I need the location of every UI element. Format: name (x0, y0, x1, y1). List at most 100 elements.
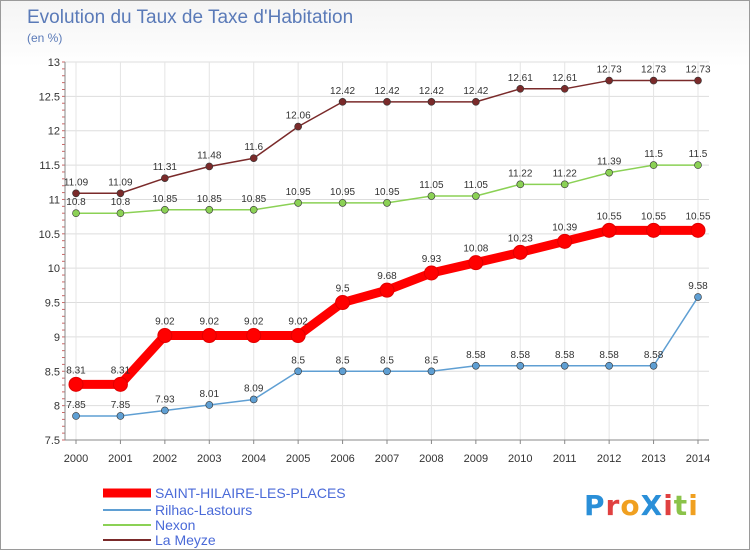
data-label-meyze: 12.06 (286, 111, 311, 122)
legend-label-rilhac: Rilhac-Lastours (155, 502, 252, 518)
data-label-saint: 9.68 (377, 271, 397, 282)
data-label-nexon: 10.8 (66, 197, 86, 208)
data-label-saint: 10.08 (463, 244, 488, 255)
data-label-nexon: 11.22 (553, 168, 578, 179)
y-tick-label: 12 (48, 126, 60, 138)
data-label-meyze: 11.09 (64, 177, 89, 188)
data-label-saint: 8.31 (111, 365, 131, 376)
data-point-saint (379, 282, 395, 298)
data-label-rilhac: 8.58 (555, 350, 575, 361)
data-label-rilhac: 8.5 (424, 355, 438, 366)
data-label-saint: 9.5 (336, 284, 350, 295)
data-point-nexon (605, 168, 613, 177)
data-point-meyze (205, 162, 214, 171)
logo-letter: o (620, 489, 641, 522)
logo-letter: P (584, 489, 606, 522)
data-point-nexon (116, 209, 125, 217)
y-tick-label: 9 (54, 332, 60, 344)
logo-letter: i (663, 489, 674, 522)
data-label-rilhac: 9.58 (688, 281, 708, 292)
data-point-rilhac (560, 361, 569, 370)
y-tick-label: 11 (49, 194, 60, 206)
data-point-saint (290, 328, 306, 344)
y-tick-label: 10.5 (39, 229, 60, 241)
data-point-nexon (72, 209, 80, 217)
data-point-rilhac (249, 395, 258, 404)
data-point-meyze (472, 98, 480, 106)
data-point-nexon (427, 192, 436, 200)
data-label-meyze: 12.42 (419, 86, 444, 97)
data-point-meyze (383, 98, 391, 106)
data-label-saint: 10.23 (508, 233, 533, 244)
data-label-rilhac: 8.09 (244, 383, 264, 394)
y-tick-label: 8 (54, 401, 60, 413)
data-label-saint: 9.02 (288, 317, 308, 328)
data-label-meyze: 12.42 (463, 86, 488, 97)
data-point-rilhac (605, 361, 613, 370)
data-point-saint (157, 328, 173, 344)
data-point-saint (423, 265, 439, 281)
x-tick-label: 2002 (153, 453, 177, 465)
data-point-saint (112, 376, 128, 392)
data-point-rilhac (72, 412, 80, 420)
legend-label-saint: SAINT-HILAIRE-LES-PLACES (155, 485, 346, 501)
logo-letter: t (673, 489, 689, 522)
x-tick-label: 2008 (419, 453, 443, 465)
logo-letter: r (605, 489, 621, 522)
data-point-nexon (516, 180, 525, 189)
data-label-rilhac: 8.5 (291, 355, 305, 366)
data-label-nexon: 10.85 (197, 194, 222, 205)
data-label-meyze: 12.61 (508, 73, 533, 84)
logo-letter: X (640, 489, 664, 522)
data-point-rilhac (116, 412, 125, 420)
y-tick-label: 10 (48, 263, 60, 275)
data-point-saint (557, 233, 573, 249)
data-point-nexon (383, 199, 391, 207)
chart-title: Evolution du Taux de Taxe d'Habitation (27, 7, 354, 28)
data-label-rilhac: 7.93 (155, 394, 175, 405)
data-point-rilhac (338, 367, 347, 376)
data-point-rilhac (472, 361, 480, 370)
data-label-saint: 9.93 (422, 254, 442, 265)
data-label-meyze: 12.61 (552, 73, 577, 84)
data-point-saint (690, 222, 706, 238)
data-label-rilhac: 8.5 (336, 355, 350, 366)
legend-label-meyze: La Meyze (155, 532, 216, 548)
data-label-rilhac: 8.5 (380, 355, 394, 366)
data-label-rilhac: 8.58 (511, 350, 531, 361)
chart-subtitle: (en %) (27, 31, 63, 45)
x-tick-label: 2009 (464, 453, 488, 465)
y-tick-label: 8.5 (45, 366, 60, 378)
data-label-saint: 10.55 (685, 211, 710, 222)
data-point-rilhac (383, 367, 391, 376)
data-label-saint: 9.02 (200, 317, 220, 328)
x-tick-label: 2000 (64, 453, 88, 465)
legend-label-nexon: Nexon (155, 517, 195, 533)
data-label-meyze: 11.48 (197, 150, 222, 161)
data-label-rilhac: 7.85 (66, 400, 86, 411)
data-label-nexon: 10.85 (152, 194, 177, 205)
data-label-saint: 9.02 (244, 317, 264, 328)
data-point-nexon (161, 205, 169, 214)
data-label-rilhac: 7.85 (111, 400, 131, 411)
data-label-nexon: 10.85 (241, 194, 266, 205)
data-point-meyze (560, 85, 569, 93)
data-point-meyze (516, 85, 525, 93)
data-point-meyze (161, 174, 169, 182)
data-point-rilhac (427, 367, 436, 376)
data-label-saint: 9.02 (155, 317, 175, 328)
data-point-meyze (605, 76, 613, 85)
data-point-rilhac (161, 406, 169, 415)
data-point-meyze (116, 189, 125, 198)
data-point-meyze (249, 154, 258, 163)
y-tick-label: 9.5 (45, 298, 60, 310)
data-point-rilhac (649, 361, 658, 370)
data-point-saint (246, 328, 262, 344)
data-label-rilhac: 8.01 (200, 389, 220, 400)
data-point-saint (601, 222, 617, 238)
data-point-meyze (294, 122, 302, 131)
data-point-rilhac (694, 293, 702, 301)
data-label-meyze: 11.09 (108, 177, 133, 188)
